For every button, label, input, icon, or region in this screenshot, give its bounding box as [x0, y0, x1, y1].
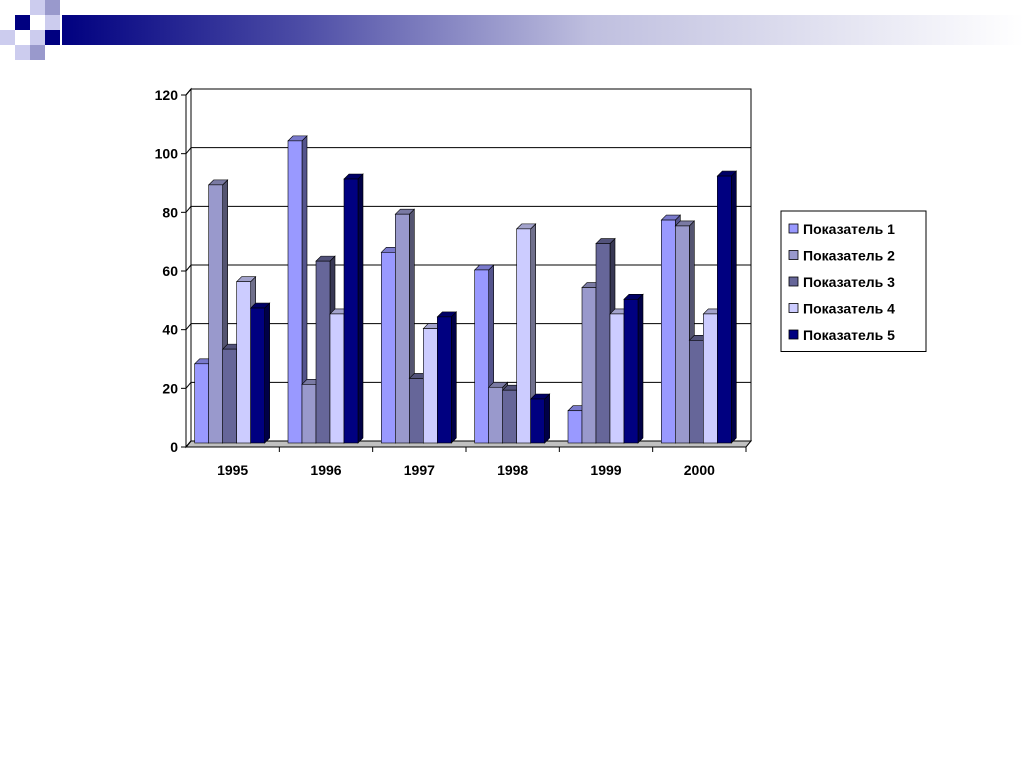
bar — [502, 389, 517, 444]
legend-label: Показатель 5 — [803, 327, 895, 343]
decor-square — [30, 30, 45, 45]
bar — [703, 313, 718, 444]
bar — [423, 328, 438, 444]
gridline-side — [185, 206, 192, 213]
bar-side — [451, 311, 457, 444]
legend-label: Показатель 4 — [803, 301, 895, 317]
legend-swatch — [788, 250, 799, 260]
gridline-side — [185, 440, 192, 448]
bar-side — [637, 293, 644, 444]
y-tick-label: 20 — [162, 380, 178, 396]
legend-swatch — [788, 303, 799, 313]
y-tick-label: 0 — [170, 439, 178, 455]
bar — [488, 386, 503, 444]
bar — [675, 225, 690, 444]
decor-square — [30, 45, 45, 60]
header-gradient-bar — [62, 15, 1024, 45]
gridline-side — [185, 147, 192, 154]
legend-swatch — [788, 223, 799, 234]
legend-swatch — [788, 276, 799, 287]
bar — [208, 184, 223, 444]
decor-square — [30, 0, 45, 15]
bar — [343, 178, 359, 444]
decor-square — [45, 30, 60, 45]
y-tick-label: 40 — [162, 322, 178, 338]
bar-side — [544, 393, 550, 444]
y-tick-label: 80 — [162, 204, 178, 220]
bar — [236, 281, 251, 444]
decor-square — [45, 15, 60, 30]
decor-square — [0, 30, 15, 45]
bar — [516, 228, 531, 444]
bar — [395, 213, 410, 444]
x-tick-label: 1998 — [497, 462, 528, 478]
bar-side — [357, 173, 364, 444]
x-tick-label: 1995 — [217, 462, 248, 478]
legend-label: Показатель 1 — [803, 221, 895, 237]
bar — [315, 260, 331, 444]
bar — [474, 269, 489, 444]
bar — [329, 313, 345, 444]
y-tick-label: 60 — [162, 263, 178, 279]
y-tick-label: 100 — [155, 146, 179, 162]
bar — [381, 252, 396, 444]
bar — [530, 398, 545, 444]
gridline-side — [185, 264, 192, 272]
bar-side — [264, 302, 270, 444]
gridline-side — [185, 323, 192, 330]
bar — [409, 378, 424, 444]
bar — [595, 243, 611, 444]
legend-box — [780, 210, 927, 352]
bar — [287, 140, 303, 444]
x-tick-label: 1999 — [590, 462, 621, 478]
bar — [689, 340, 704, 444]
slide-header-decoration — [0, 0, 1024, 62]
bar — [222, 348, 237, 444]
bar — [301, 384, 317, 444]
legend-label: Показатель 2 — [803, 248, 895, 264]
legend-swatch — [788, 329, 799, 340]
bar — [581, 287, 597, 444]
bar-side — [731, 170, 737, 444]
bar — [437, 316, 452, 444]
bar — [609, 313, 625, 444]
bar — [623, 298, 639, 444]
legend-label: Показатель 3 — [803, 274, 895, 290]
gridline-side — [185, 88, 192, 96]
bar — [194, 363, 209, 444]
x-tick-label: 2000 — [684, 462, 715, 478]
y-tick-label: 120 — [155, 87, 179, 103]
bar — [661, 219, 676, 444]
x-tick-label: 1997 — [404, 462, 435, 478]
decor-square — [15, 15, 30, 30]
x-tick-label: 1996 — [310, 462, 341, 478]
decor-square — [15, 45, 30, 60]
bar — [250, 307, 265, 444]
gridline-side — [185, 382, 192, 389]
bar — [567, 410, 583, 444]
decor-square — [45, 0, 60, 15]
bar — [717, 175, 732, 444]
